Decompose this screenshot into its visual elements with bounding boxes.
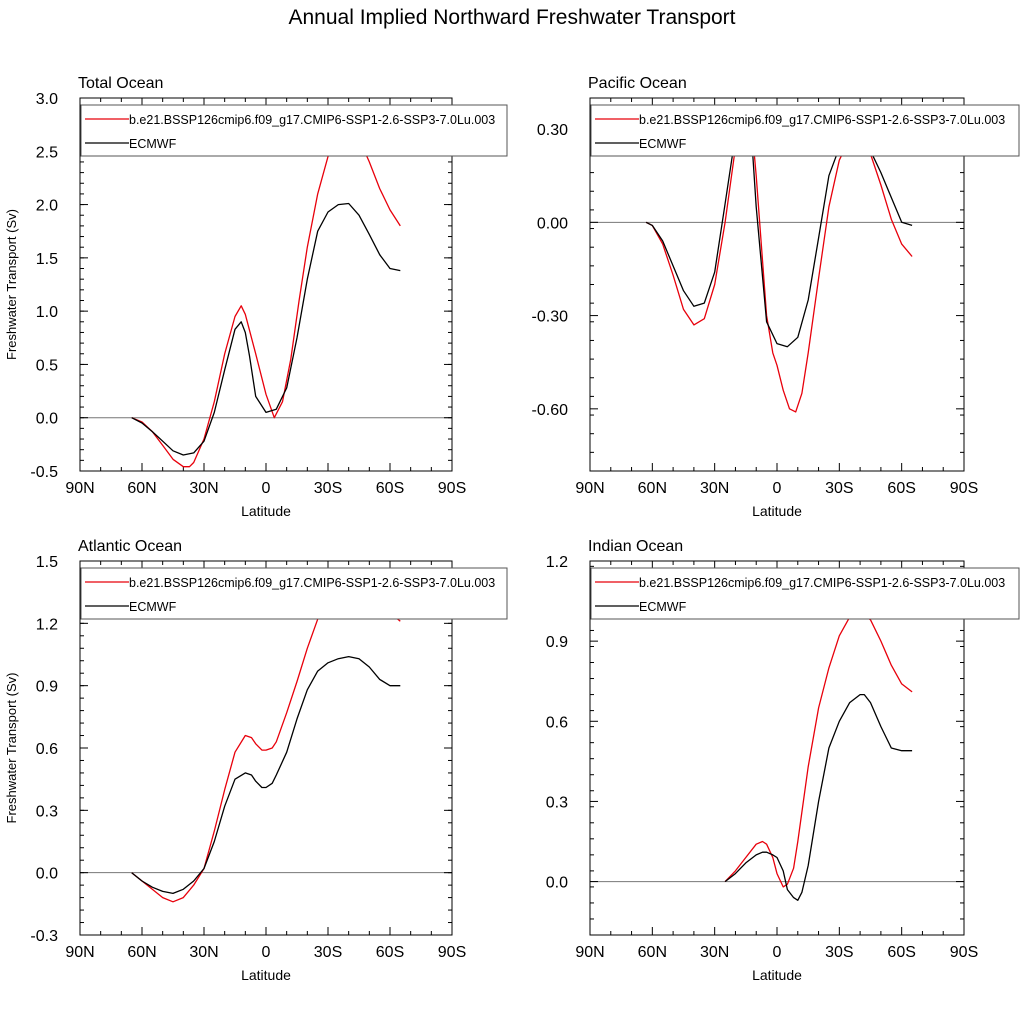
total-ocean-xlabel: Latitude xyxy=(241,503,291,519)
total-ocean-frame xyxy=(79,97,453,472)
atlantic-ocean-ylabel: Freshwater Transport (Sv) xyxy=(4,673,19,824)
pacific-ocean-legend xyxy=(590,104,1020,157)
indian-ocean-frame xyxy=(589,560,965,936)
total-ocean-legend-label: b.e21.BSSP126cmip6.f09_g17.CMIP6-SSP1-2.… xyxy=(129,113,495,127)
pacific-ocean-x-tick-label: 90N xyxy=(575,480,604,497)
indian-ocean-x-tick-label: 90N xyxy=(575,944,604,961)
pacific-ocean-panel: 90N 60N 30N 0 30S 60S 90S -0.60 -0.30 0.00 0.30 b.e… xyxy=(532,75,1020,519)
atlantic-ocean-x-tick-label: 90N xyxy=(65,944,94,961)
indian-ocean-x-tick-label: 30S xyxy=(825,944,853,961)
atlantic-ocean-x-tick-label: 0 xyxy=(262,944,271,961)
atlantic-ocean-xlabel: Latitude xyxy=(241,967,291,983)
total-ocean-y-tick-label: 0.0 xyxy=(36,411,58,428)
atlantic-ocean-legend-label: b.e21.BSSP126cmip6.f09_g17.CMIP6-SSP1-2.… xyxy=(129,576,495,590)
indian-ocean-x-tick-label: 90S xyxy=(950,944,978,961)
pacific-ocean-x-tick-label: 30S xyxy=(825,480,853,497)
atlantic-ocean-ecmwf-line xyxy=(131,655,401,895)
atlantic-ocean-x-tick-label: 60N xyxy=(127,944,156,961)
atlantic-ocean-frame xyxy=(79,560,453,936)
total-ocean-legend-label: ECMWF xyxy=(129,137,177,151)
figure-title: Annual Implied Northward Freshwater Tran… xyxy=(288,6,736,29)
total-ocean-y-tick-label: 3.0 xyxy=(36,91,58,108)
indian-ocean-title: Indian Ocean xyxy=(588,538,683,555)
indian-ocean-legend-label: b.e21.BSSP126cmip6.f09_g17.CMIP6-SSP1-2.… xyxy=(639,576,1005,590)
indian-ocean-y-tick-label: 0.0 xyxy=(546,875,568,892)
total-ocean-y-tick-label: 1.0 xyxy=(36,304,58,321)
pacific-ocean-legend-label: ECMWF xyxy=(639,137,687,151)
pacific-ocean-x-tick-label: 0 xyxy=(773,480,782,497)
indian-ocean-y-tick-label: 0.3 xyxy=(546,794,568,811)
total-ocean-x-tick-label: 0 xyxy=(262,480,271,497)
pacific-ocean-y-tick-label: 0.00 xyxy=(537,215,568,232)
atlantic-ocean-legend-label: ECMWF xyxy=(129,600,177,614)
indian-ocean-y-tick-label: 0.9 xyxy=(546,634,568,651)
pacific-ocean-y-tick-label: -0.30 xyxy=(532,309,569,326)
total-ocean-x-tick-label: 30S xyxy=(314,480,342,497)
total-ocean-y-tick-label: 0.5 xyxy=(36,357,58,374)
indian-ocean-model-line xyxy=(724,611,913,888)
atlantic-ocean-model-line xyxy=(131,574,401,903)
total-ocean-model-line xyxy=(131,127,401,468)
indian-ocean-y-tick-label: 1.2 xyxy=(546,554,568,571)
total-ocean-y-tick-label: 1.5 xyxy=(36,251,58,268)
atlantic-ocean-y-tick-label: -0.3 xyxy=(30,928,58,945)
atlantic-ocean-panel: 90N 60N 30N 0 30S 60S 90S -0.3 0.0 0.3 0.6 0.9 1.2 1.… xyxy=(4,538,508,983)
total-ocean-x-tick-label: 30N xyxy=(189,480,218,497)
total-ocean-x-tick-label: 90N xyxy=(65,480,94,497)
indian-ocean-x-tick-label: 30N xyxy=(700,944,729,961)
pacific-ocean-x-tick-label: 60N xyxy=(638,480,667,497)
total-ocean-y-tick-label: -0.5 xyxy=(30,464,58,481)
atlantic-ocean-y-tick-label: 1.5 xyxy=(36,554,58,571)
indian-ocean-ecmwf-line xyxy=(724,693,913,901)
pacific-ocean-xlabel: Latitude xyxy=(752,503,802,519)
pacific-ocean-title: Pacific Ocean xyxy=(588,75,687,92)
indian-ocean-x-tick-label: 60S xyxy=(887,944,915,961)
indian-ocean-xlabel: Latitude xyxy=(752,967,802,983)
atlantic-ocean-x-tick-label: 60S xyxy=(376,944,404,961)
pacific-ocean-y-tick-label: -0.60 xyxy=(532,402,569,419)
atlantic-ocean-x-tick-label: 30S xyxy=(314,944,342,961)
pacific-ocean-x-tick-label: 30N xyxy=(700,480,729,497)
indian-ocean-x-tick-label: 60N xyxy=(638,944,667,961)
atlantic-ocean-x-tick-label: 30N xyxy=(189,944,218,961)
total-ocean-ylabel: Freshwater Transport (Sv) xyxy=(4,209,19,360)
total-ocean-y-tick-label: 2.0 xyxy=(36,198,58,215)
pacific-ocean-frame xyxy=(589,97,965,472)
atlantic-ocean-legend xyxy=(80,567,508,620)
atlantic-ocean-y-tick-label: 0.6 xyxy=(36,741,58,758)
indian-ocean-legend xyxy=(590,567,1020,620)
total-ocean-y-tick-label: 2.5 xyxy=(36,144,58,161)
total-ocean-legend xyxy=(80,104,508,157)
total-ocean-x-tick-label: 90S xyxy=(438,480,466,497)
atlantic-ocean-y-tick-label: 0.0 xyxy=(36,866,58,883)
atlantic-ocean-y-tick-label: 0.3 xyxy=(36,803,58,820)
atlantic-ocean-x-tick-label: 90S xyxy=(438,944,466,961)
pacific-ocean-y-tick-label: 0.30 xyxy=(537,122,568,139)
indian-ocean-legend-label: ECMWF xyxy=(639,600,687,614)
total-ocean-title: Total Ocean xyxy=(78,75,163,92)
total-ocean-panel: 90N 60N 30N 0 30S 60S 90S -0.5 0.0 0.5 1.0 1.5 2.0 2.… xyxy=(4,75,508,519)
pacific-ocean-x-tick-label: 90S xyxy=(950,480,978,497)
total-ocean-x-tick-label: 60S xyxy=(376,480,404,497)
pacific-ocean-x-tick-label: 60S xyxy=(887,480,915,497)
pacific-ocean-legend-label: b.e21.BSSP126cmip6.f09_g17.CMIP6-SSP1-2.… xyxy=(639,113,1005,127)
total-ocean-x-tick-label: 60N xyxy=(127,480,156,497)
atlantic-ocean-y-tick-label: 0.9 xyxy=(36,679,58,696)
indian-ocean-y-tick-label: 0.6 xyxy=(546,714,568,731)
indian-ocean-x-tick-label: 0 xyxy=(773,944,782,961)
total-ocean-ecmwf-line xyxy=(131,202,401,456)
indian-ocean-panel: 90N 60N 30N 0 30S 60S 90S 0.0 0.3 0.6 0.9 1.2 b.e21.… xyxy=(546,538,1020,983)
atlantic-ocean-y-tick-label: 1.2 xyxy=(36,616,58,633)
atlantic-ocean-title: Atlantic Ocean xyxy=(78,538,182,555)
